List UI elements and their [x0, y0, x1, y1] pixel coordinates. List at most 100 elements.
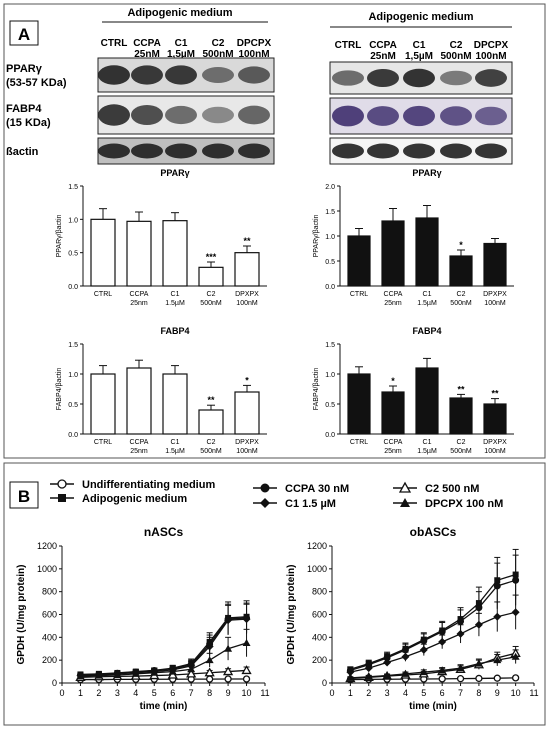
lane-dose-ccpa: 25nM [370, 51, 396, 62]
nascs-series-c1-1-5-m [80, 618, 247, 677]
nascs-point-c2-500-nm [186, 668, 197, 678]
left-ppar-xtick-sublabel: 500nM [200, 300, 222, 307]
blot-right-band [403, 68, 435, 88]
left-fabp4-ytick-label: 1.0 [68, 372, 78, 379]
nascs-xtick-label: 3 [115, 688, 120, 698]
panel-b-label-box [9, 481, 39, 509]
obascs-xtick-label: 6 [440, 688, 445, 698]
panel-a-frame [3, 3, 546, 459]
left-fabp4-significance: * [245, 375, 249, 385]
obascs-series-ccpa-30-nm [350, 579, 516, 672]
right-ppar-ytick-label: 2.0 [325, 184, 335, 191]
left-ppar-significance: *** [206, 252, 217, 262]
blot-left-band [238, 105, 270, 125]
blot-left-band [131, 65, 163, 85]
right-fabp4-bar-dpxpx [483, 403, 507, 435]
obascs-point-adipogenic-medium [512, 571, 519, 578]
nascs-xtick-label: 1 [78, 688, 83, 698]
blot-right-band [475, 69, 507, 87]
right-ppar-xtick-label: CTRL [350, 291, 368, 298]
blot-right-header: Adipogenic medium [368, 11, 473, 23]
left-ppar-bar-dpxpx [234, 252, 260, 287]
blot-left-band [165, 65, 197, 85]
left-ppar-ylabel: PPARγ/βactin [56, 214, 63, 257]
right-fabp4-xtick-label: C1 [423, 439, 432, 446]
right-ppar-xtick-sublabel: 100nM [484, 300, 506, 307]
left-ppar-xtick-label: C2 [207, 291, 216, 298]
obascs-xtick-label: 9 [495, 688, 500, 698]
blot-left-band [202, 106, 234, 124]
right-ppar-title: PPARγ [412, 168, 441, 178]
blot-left-band [98, 143, 130, 159]
lane-label-ccpa: CCPA [369, 40, 397, 51]
obascs-point-c1-1-5-m [419, 645, 428, 654]
left-fabp4-bar-ctrl [90, 373, 116, 435]
obascs-series-adipogenic-medium [350, 573, 516, 670]
nascs-xtick-label: 5 [152, 688, 157, 698]
right-fabp4-xtick-label: CTRL [350, 439, 368, 446]
left-fabp4-xtick-sublabel: 25nm [130, 448, 148, 455]
lane-dose-ccpa: 25nM [134, 49, 160, 60]
left-ppar-significance: ** [243, 236, 251, 246]
obascs-point-c1-1-5-m [383, 658, 392, 667]
right-ppar-bar-c2 [449, 255, 473, 287]
nascs-ytick-label: 1200 [37, 541, 57, 551]
nascs-series-c2-500-nm [80, 669, 247, 678]
left-fabp4-xtick-label: C2 [207, 439, 216, 446]
nascs-series-adipogenic-medium [80, 616, 247, 676]
obascs-xtick-label: 8 [476, 688, 481, 698]
obascs-point-undifferentiating-medium [475, 674, 483, 683]
left-ppar-xtick-label: DPXPX [235, 291, 259, 298]
nascs-point-c2-500-nm [222, 666, 234, 676]
blot-row-label-fabp4: FABP4 [6, 103, 42, 115]
lane-label-dpcpx: DPCPX [237, 38, 272, 49]
legend-label-dpcpx-100-nm: DPCPX 100 nM [425, 498, 503, 510]
blot-right-band [440, 106, 472, 126]
obascs-point-c1-1-5-m [511, 608, 520, 617]
obascs-ytick-label: 200 [312, 655, 327, 665]
nascs-point-c2-500-nm [204, 667, 215, 677]
left-fabp4-xtick-label: C1 [171, 439, 180, 446]
nascs-xtick-label: 2 [96, 688, 101, 698]
nascs-xtick-label: 8 [207, 688, 212, 698]
lane-dose-c2: 500nM [202, 49, 233, 60]
right-ppar-significance: * [459, 240, 463, 250]
right-ppar-xtick-label: DPXPX [483, 291, 507, 298]
right-ppar-xtick-sublabel: 500nM [450, 300, 472, 307]
left-fabp4-xtick-label: CCPA [130, 439, 149, 446]
obascs-point-c1-1-5-m [438, 637, 447, 646]
left-ppar-xtick-sublabel: 100nM [236, 300, 258, 307]
blot-left-band [131, 104, 163, 126]
obascs-point-dpcpx-100-nm [419, 668, 428, 676]
legend-marker-adipogenic-medium [58, 494, 66, 502]
obascs-ytick-label: 1200 [307, 541, 327, 551]
obascs-point-c1-1-5-m [346, 668, 355, 677]
blot-right-band [440, 143, 472, 159]
bar-chart-right-fabp4: FABP4 0.0 0.5 1.0 1.5 FABP4/βactin CTRL * CCPA 25… [313, 326, 514, 455]
blot-right-band [332, 70, 364, 86]
nascs-ylabel: GPDH (U/mg protein) [16, 565, 27, 665]
right-ppar-xtick-label: C2 [457, 291, 466, 298]
blot-left-band [165, 105, 197, 125]
nascs-xtick-label: 7 [189, 688, 194, 698]
nascs-series-undifferentiating-medium [80, 678, 247, 681]
obascs-point-ccpa-30-nm [493, 582, 501, 590]
blot-row-sub-ppar: (53-57 KDa) [6, 77, 67, 89]
left-fabp4-ytick-label: 0.5 [68, 402, 78, 409]
obascs-point-adipogenic-medium [494, 577, 501, 584]
right-fabp4-ytick-label: 1.5 [325, 342, 335, 349]
left-fabp4-bar-c2 [198, 409, 224, 435]
panel-a-label: A [18, 25, 30, 44]
nascs-ytick-label: 800 [42, 587, 57, 597]
nascs-point-dpcpx-100-nm [187, 665, 196, 673]
blot-left-row-labels: PPARγ (53-57 KDa) FABP4 (15 KDa) ßactin [6, 63, 67, 158]
obascs-xtick-label: 3 [385, 688, 390, 698]
obascs-ytick-label: 800 [312, 587, 327, 597]
left-fabp4-title: FABP4 [160, 326, 189, 336]
left-ppar-xtick-label: CCPA [130, 291, 149, 298]
left-ppar-xtick-sublabel: 1.5µM [165, 300, 185, 307]
lane-dose-dpcpx: 100nM [475, 51, 506, 62]
left-fabp4-ytick-label: 0.0 [68, 432, 78, 439]
